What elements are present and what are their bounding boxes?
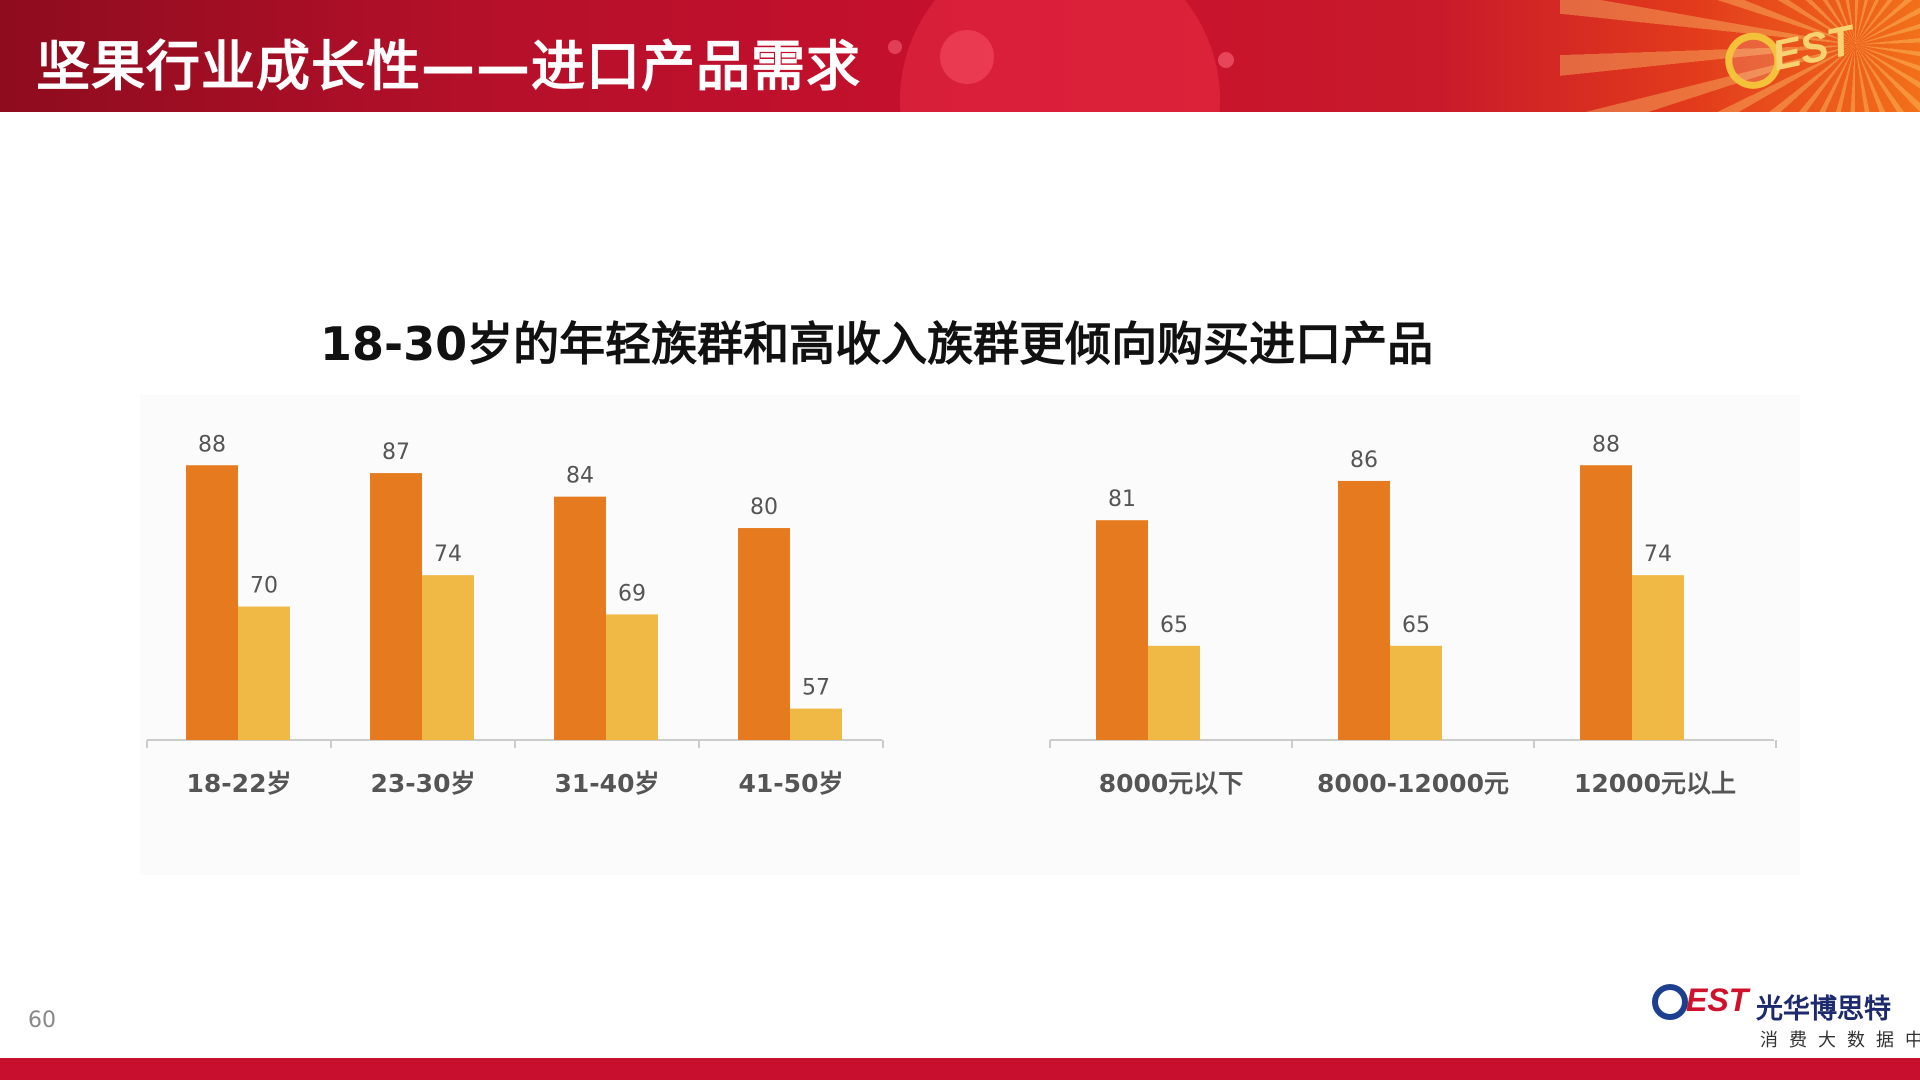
brand-logo: EST 光华博思特 消费大数据中心	[1652, 982, 1920, 1052]
decor-bubble	[940, 30, 994, 84]
data-label: 80	[750, 495, 778, 520]
bar	[1632, 575, 1684, 740]
category-label: 31-40岁	[555, 769, 660, 798]
data-label: 88	[1592, 432, 1620, 457]
bar	[422, 575, 474, 740]
brand-name: 光华博思特	[1756, 994, 1891, 1025]
data-label: 70	[250, 574, 278, 599]
bar	[238, 606, 290, 740]
bar	[1096, 520, 1148, 740]
page-title: 坚果行业成长性——进口产品需求	[36, 35, 861, 98]
bar	[606, 614, 658, 740]
category-label: 18-22岁	[187, 769, 292, 798]
category-label: 23-30岁	[371, 769, 476, 798]
brand-subtitle: 消费大数据中心	[1760, 1030, 1920, 1051]
chart-area: 88 70 18-22岁 87 74 23-30岁 84 69 31-40岁 80 57 41-50岁…	[140, 395, 1800, 875]
data-label: 74	[434, 542, 462, 567]
bar	[1338, 480, 1390, 740]
data-label: 57	[802, 676, 830, 701]
data-label: 88	[198, 432, 226, 457]
bar	[186, 465, 238, 740]
category-label: 8000-12000元	[1317, 769, 1509, 798]
data-label: 65	[1160, 613, 1188, 638]
decor-bubble	[900, 0, 1220, 112]
data-label: 69	[618, 581, 646, 606]
bar	[738, 528, 790, 740]
bar	[1390, 645, 1442, 740]
bar	[1148, 645, 1200, 740]
chart-subtitle: 18-30岁的年轻族群和高收入族群更倾向购买进口产品	[320, 317, 1434, 371]
footer-bar	[0, 1058, 1920, 1080]
bar	[790, 708, 842, 740]
logo-text: EST	[1767, 16, 1858, 80]
brand-logo-text: EST	[1686, 982, 1749, 1018]
category-label: 41-50岁	[739, 769, 844, 798]
data-label: 81	[1108, 487, 1136, 512]
data-label: 65	[1402, 613, 1430, 638]
category-label: 8000元以下	[1099, 769, 1244, 798]
category-label: 12000元以上	[1574, 769, 1736, 798]
header-banner: 坚果行业成长性——进口产品需求 EST	[0, 0, 1920, 112]
bar	[1580, 465, 1632, 740]
bar	[370, 473, 422, 740]
decor-rays	[1560, 0, 1920, 112]
data-label: 87	[382, 440, 410, 465]
data-label: 84	[566, 464, 594, 489]
bar	[554, 496, 606, 740]
data-label: 86	[1350, 448, 1378, 473]
page-number: 60	[28, 1008, 56, 1033]
decor-bubble	[888, 40, 902, 54]
data-label: 74	[1644, 542, 1672, 567]
brand-ring-icon	[1652, 984, 1688, 1020]
decor-bubble	[1218, 52, 1234, 68]
bar-chart: 88 70 18-22岁 87 74 23-30岁 84 69 31-40岁 80 57 41-50岁…	[146, 432, 1777, 798]
